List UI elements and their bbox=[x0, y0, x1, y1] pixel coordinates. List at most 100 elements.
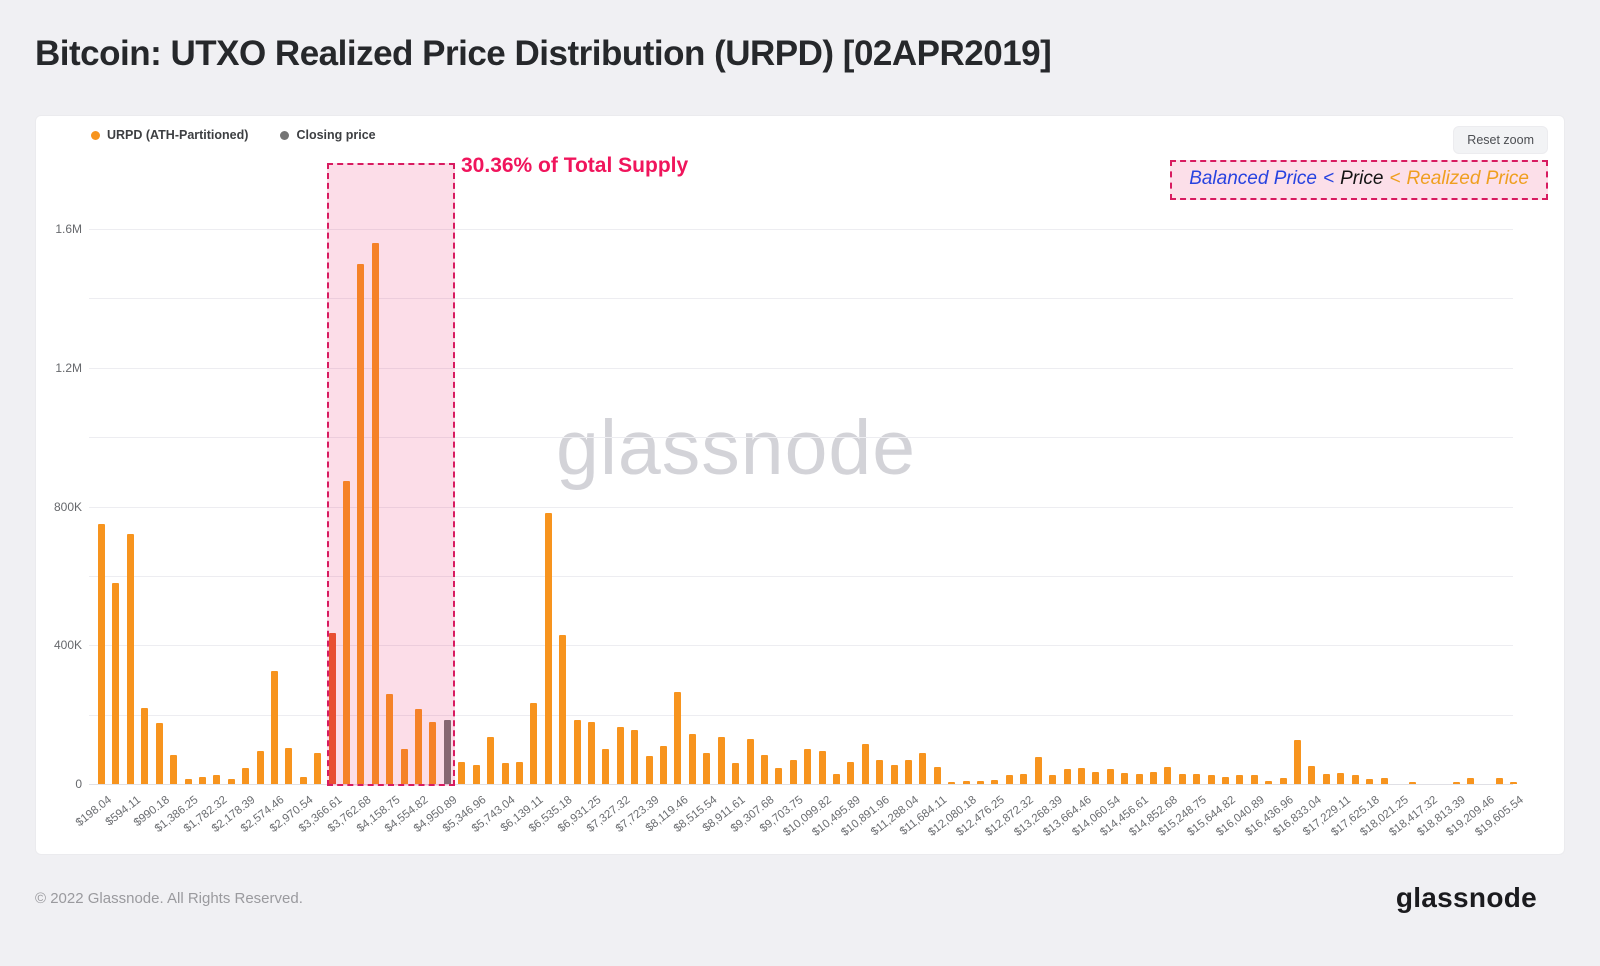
urpd-bar[interactable] bbox=[1265, 781, 1273, 784]
urpd-bar[interactable] bbox=[1005, 775, 1013, 784]
urpd-bar[interactable] bbox=[1222, 777, 1229, 784]
urpd-bar[interactable] bbox=[501, 763, 509, 784]
urpd-bar[interactable] bbox=[1020, 774, 1028, 784]
urpd-bar[interactable] bbox=[328, 633, 336, 784]
urpd-bar[interactable] bbox=[1121, 772, 1129, 784]
urpd-bar[interactable] bbox=[1380, 777, 1388, 784]
urpd-bar[interactable] bbox=[587, 721, 595, 784]
urpd-bar[interactable] bbox=[1452, 782, 1460, 784]
urpd-bar[interactable] bbox=[1207, 775, 1215, 784]
urpd-bar[interactable] bbox=[371, 242, 379, 784]
urpd-bar[interactable] bbox=[472, 764, 480, 784]
urpd-bar[interactable] bbox=[386, 693, 394, 784]
reset-zoom-button[interactable]: Reset zoom bbox=[1453, 126, 1548, 154]
urpd-bar[interactable] bbox=[876, 759, 884, 784]
closing-price-bar[interactable] bbox=[443, 719, 451, 784]
urpd-bar[interactable] bbox=[242, 768, 250, 784]
urpd-bar[interactable] bbox=[515, 761, 523, 784]
urpd-bar[interactable] bbox=[746, 738, 754, 784]
urpd-bar[interactable] bbox=[170, 754, 178, 784]
urpd-bar[interactable] bbox=[1279, 777, 1287, 784]
urpd-bar[interactable] bbox=[1077, 768, 1085, 784]
urpd-bar[interactable] bbox=[126, 534, 134, 785]
urpd-bar[interactable] bbox=[184, 778, 192, 784]
urpd-bar[interactable] bbox=[1193, 773, 1201, 784]
urpd-bar[interactable] bbox=[1178, 774, 1186, 784]
urpd-bar[interactable] bbox=[1164, 767, 1172, 785]
urpd-bar[interactable] bbox=[400, 749, 408, 784]
urpd-bar[interactable] bbox=[933, 766, 941, 784]
y-axis-tick-label: 800K bbox=[53, 499, 82, 514]
urpd-bar[interactable] bbox=[1236, 775, 1244, 784]
urpd-bar[interactable] bbox=[631, 730, 639, 784]
urpd-bar[interactable] bbox=[1250, 775, 1258, 784]
urpd-bar[interactable] bbox=[660, 745, 667, 784]
urpd-bar[interactable] bbox=[832, 773, 840, 784]
urpd-bar[interactable] bbox=[789, 759, 797, 784]
urpd-bar[interactable] bbox=[1337, 772, 1345, 784]
urpd-bar[interactable] bbox=[544, 513, 552, 784]
urpd-bar[interactable] bbox=[112, 582, 120, 784]
urpd-bar[interactable] bbox=[1351, 775, 1359, 784]
urpd-bar[interactable] bbox=[415, 709, 422, 784]
urpd-bar[interactable] bbox=[703, 752, 711, 784]
legend-item-closing-price[interactable]: Closing price bbox=[280, 128, 376, 142]
urpd-bar[interactable] bbox=[357, 263, 365, 784]
urpd-bar[interactable] bbox=[458, 761, 466, 784]
urpd-bar[interactable] bbox=[343, 480, 350, 784]
urpd-bar[interactable] bbox=[285, 747, 293, 784]
urpd-bar[interactable] bbox=[818, 751, 826, 784]
urpd-bar[interactable] bbox=[991, 779, 999, 784]
urpd-bar[interactable] bbox=[919, 752, 927, 784]
urpd-bar[interactable] bbox=[1409, 782, 1417, 784]
urpd-bar[interactable] bbox=[559, 634, 567, 784]
urpd-bar[interactable] bbox=[674, 692, 682, 784]
urpd-bar[interactable] bbox=[270, 671, 278, 784]
urpd-bar[interactable] bbox=[1063, 769, 1071, 784]
urpd-bar[interactable] bbox=[1308, 766, 1316, 784]
urpd-bar[interactable] bbox=[688, 733, 696, 784]
urpd-bar[interactable] bbox=[429, 721, 437, 784]
urpd-bar[interactable] bbox=[1034, 756, 1042, 784]
urpd-bar[interactable] bbox=[256, 751, 264, 784]
urpd-bar[interactable] bbox=[1049, 775, 1057, 784]
urpd-bar[interactable] bbox=[948, 782, 956, 784]
urpd-bar[interactable] bbox=[977, 781, 984, 784]
urpd-bar[interactable] bbox=[487, 737, 495, 784]
urpd-bar[interactable] bbox=[760, 754, 768, 784]
legend-item-urpd[interactable]: URPD (ATH-Partitioned) bbox=[91, 128, 248, 142]
urpd-bar[interactable] bbox=[573, 719, 581, 784]
urpd-bar[interactable] bbox=[213, 775, 221, 784]
urpd-bar[interactable] bbox=[645, 756, 653, 785]
urpd-bar[interactable] bbox=[141, 707, 149, 784]
urpd-bar[interactable] bbox=[775, 768, 783, 784]
urpd-bar[interactable] bbox=[1366, 778, 1374, 784]
urpd-bar[interactable] bbox=[1135, 773, 1143, 784]
urpd-bar[interactable] bbox=[227, 778, 235, 784]
urpd-bar[interactable] bbox=[98, 523, 105, 784]
urpd-bar[interactable] bbox=[962, 780, 970, 784]
urpd-bar[interactable] bbox=[1294, 739, 1301, 784]
urpd-bar[interactable] bbox=[616, 726, 624, 784]
urpd-bar[interactable] bbox=[890, 764, 898, 784]
urpd-bar[interactable] bbox=[905, 759, 912, 784]
urpd-bar[interactable] bbox=[1106, 769, 1114, 784]
urpd-bar[interactable] bbox=[1495, 777, 1503, 784]
urpd-bar[interactable] bbox=[1092, 771, 1100, 784]
urpd-bar[interactable] bbox=[1149, 771, 1157, 784]
urpd-bar[interactable] bbox=[861, 744, 869, 784]
urpd-bar[interactable] bbox=[1510, 781, 1518, 784]
urpd-bar[interactable] bbox=[1322, 773, 1330, 784]
urpd-bar[interactable] bbox=[1467, 777, 1474, 784]
gridline bbox=[89, 298, 1513, 300]
urpd-bar[interactable] bbox=[717, 737, 725, 784]
urpd-bar[interactable] bbox=[314, 752, 322, 784]
urpd-bar[interactable] bbox=[602, 749, 610, 784]
urpd-bar[interactable] bbox=[530, 702, 538, 784]
urpd-bar[interactable] bbox=[804, 749, 812, 784]
urpd-bar[interactable] bbox=[299, 777, 307, 784]
urpd-bar[interactable] bbox=[732, 763, 739, 784]
urpd-bar[interactable] bbox=[155, 723, 163, 784]
urpd-bar[interactable] bbox=[847, 761, 855, 784]
urpd-bar[interactable] bbox=[198, 777, 206, 784]
